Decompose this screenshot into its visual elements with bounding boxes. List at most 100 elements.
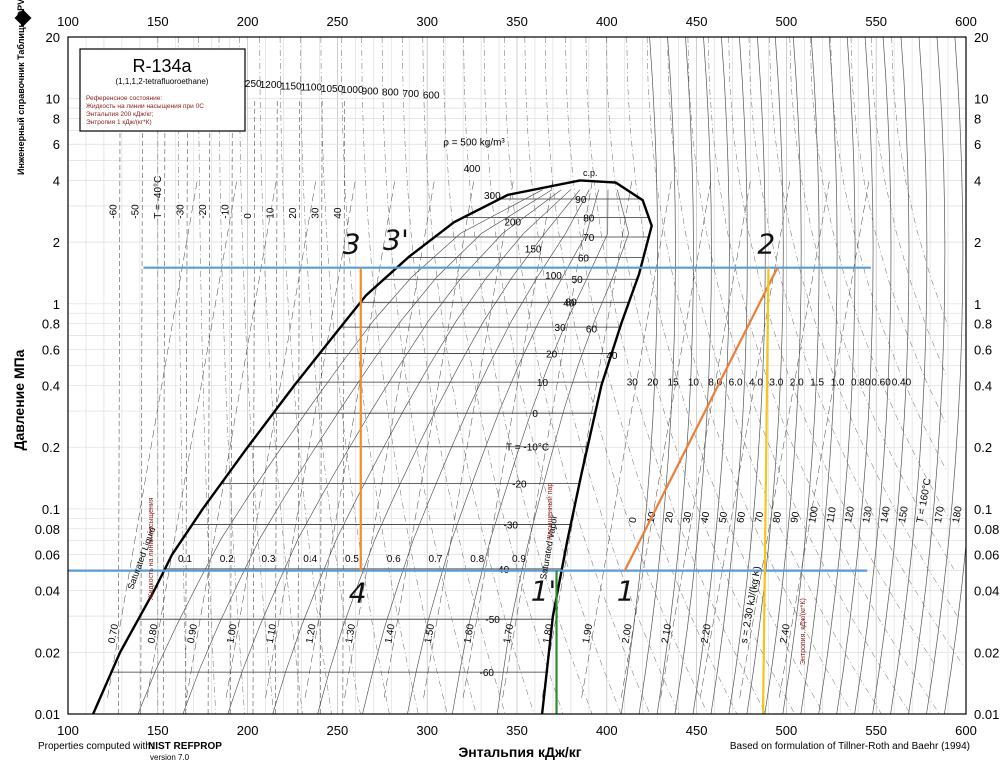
density-label: 15 — [667, 377, 679, 388]
superheat-label: 70 — [753, 511, 766, 524]
chart-subtitle: (1,1,1,2-tetrafluoroethane) — [116, 77, 209, 86]
entropy-line — [146, 180, 238, 698]
x-tick-label-top: 400 — [596, 14, 618, 29]
superheat-isotherm — [782, 36, 820, 715]
density-line — [707, 36, 940, 715]
liquid-temp-label: -50 — [131, 204, 142, 219]
quality-line — [317, 189, 581, 715]
axis-ticks: 1001001501502002002502503003003503504004… — [35, 14, 1000, 738]
density-label: 150 — [525, 244, 542, 255]
y-tick-label-left: 0.8 — [42, 317, 60, 332]
density-label: 200 — [504, 218, 521, 229]
density-line — [524, 36, 680, 715]
side-label: Инженерный справочник Таблицы DPVA.ru — [16, 0, 26, 175]
superheat-isotherm — [656, 36, 694, 715]
density-label: 10 — [688, 377, 700, 388]
quality-label: 0.6 — [387, 554, 401, 565]
density-label: 1050 — [321, 84, 344, 95]
density-line — [177, 37, 187, 715]
superheat-label: 50 — [717, 511, 730, 524]
superheat-label: 90 — [789, 511, 802, 524]
superheat-label: 100 — [807, 505, 821, 524]
y-tick-label-right: 0.2 — [974, 440, 992, 455]
y-tick-label-right: 6 — [974, 137, 981, 152]
density-label: 800 — [382, 88, 399, 99]
entropy-label: 1.20 — [304, 623, 318, 645]
y-tick-label-left: 0.1 — [42, 502, 60, 517]
entropy-line — [699, 180, 791, 698]
x-tick-label-top: 550 — [865, 14, 887, 29]
superheat-isotherm — [926, 36, 964, 715]
density-label: 1100 — [301, 83, 323, 94]
density-line — [646, 36, 853, 715]
quality-label: 0.2 — [220, 554, 234, 565]
saturated-vapor-ru: Насыщенный пар — [546, 483, 554, 540]
density-label: 300 — [484, 191, 501, 202]
entropy-label: s = 2.30 kJ/(kg K) — [739, 565, 763, 644]
isotherm-label: 70 — [583, 233, 595, 244]
liquid-isotherm — [320, 98, 323, 715]
quality-line — [227, 189, 562, 715]
entropy-line — [778, 180, 870, 698]
quality-label: 0.4 — [303, 554, 317, 565]
density-label: 1200 — [260, 80, 283, 91]
y-tick-label-left: 20 — [46, 30, 60, 45]
superheat-isotherm — [692, 36, 730, 715]
density-line — [850, 36, 947, 425]
y-tick-label-right: 0.02 — [974, 645, 999, 660]
isotherm-label: 60 — [578, 254, 590, 265]
y-tick-label-left: 8 — [53, 112, 60, 127]
density-line — [218, 36, 245, 715]
superheat-isotherm — [638, 36, 676, 715]
cycle-point-label: 1' — [531, 575, 557, 608]
density-label: 30 — [627, 377, 639, 388]
density-label: 0.80 — [851, 377, 871, 388]
entropy-label: 2.40 — [779, 623, 793, 645]
liquid-isotherm — [342, 98, 345, 715]
y-tick-label-right: 0.01 — [974, 707, 999, 722]
liquid-temp-label: 20 — [288, 207, 299, 219]
density-line — [891, 36, 949, 328]
liquid-temp-label: 10 — [265, 207, 276, 219]
superheat-label: 120 — [843, 505, 857, 524]
density-line — [687, 36, 911, 715]
density-label: 0.40 — [892, 377, 912, 388]
entropy-label: 0.70 — [107, 623, 121, 645]
quality-line — [496, 189, 630, 715]
superheat-label: 20 — [664, 511, 677, 524]
density-line — [402, 36, 506, 715]
liquid-isotherm — [117, 98, 121, 715]
quality-line — [452, 189, 609, 715]
y-tick-label-right: 0.1 — [974, 502, 992, 517]
isotherm-label: 20 — [546, 350, 558, 361]
entropy-label: 2.00 — [620, 623, 634, 645]
density-line — [239, 36, 274, 715]
isotherm-label: 90 — [575, 195, 587, 206]
density-label: 3.0 — [769, 377, 783, 388]
entropy-label: 0.80 — [146, 623, 160, 645]
isotherm-label: 10 — [537, 378, 549, 389]
y-tick-label-left: 0.4 — [42, 378, 60, 393]
entropy-label: 1.50 — [423, 623, 437, 645]
entropy-line — [739, 180, 830, 698]
x-tick-label-bottom: 250 — [327, 723, 349, 738]
x-tick-label-top: 250 — [327, 14, 349, 29]
density-line — [300, 36, 361, 715]
superheat-isotherm — [854, 36, 892, 715]
density-label: ρ = 500 kg/m³ — [443, 137, 505, 148]
y-tick-label-left: 0.02 — [35, 645, 60, 660]
density-label: 1000 — [341, 85, 364, 96]
legend-box: R-134a (1,1,1,2-tetrafluoroethane) Рефер… — [79, 48, 246, 132]
saturation-dome — [92, 179, 653, 715]
density-line — [341, 36, 419, 715]
isotherm-label: -50 — [485, 615, 500, 626]
y-tick-label-right: 1 — [974, 297, 981, 312]
density-line — [565, 36, 738, 715]
density-line — [381, 36, 477, 715]
x-axis-label: Энтальпия кДж/кг — [458, 744, 581, 760]
entropy-line — [462, 180, 554, 698]
superheat-label: 130 — [861, 505, 875, 524]
y-tick-label-left: 10 — [46, 92, 60, 107]
quality-label: 0.9 — [512, 554, 526, 565]
liquid-temp-label: 0 — [243, 213, 254, 219]
